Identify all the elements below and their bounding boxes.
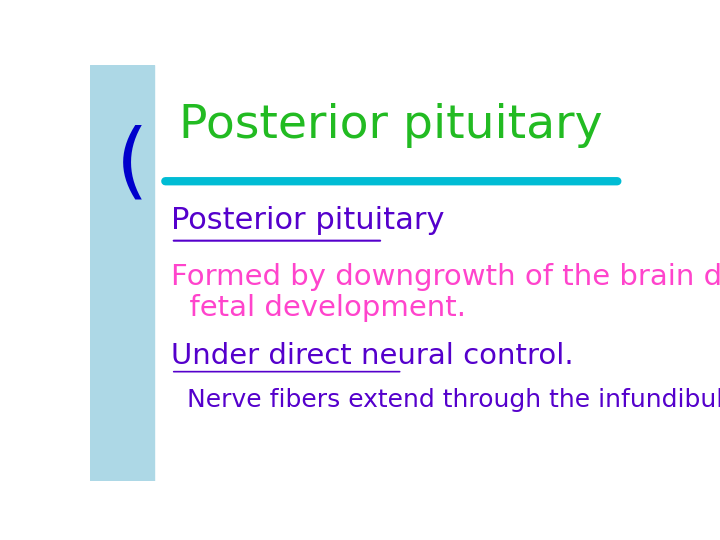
Bar <box>90 65 154 481</box>
Text: Nerve fibers extend through the infundibulum.: Nerve fibers extend through the infundib… <box>171 388 720 411</box>
Text: fetal development.: fetal development. <box>171 294 466 322</box>
Text: Posterior pituitary: Posterior pituitary <box>179 103 603 147</box>
Text: Formed by downgrowth of the brain during: Formed by downgrowth of the brain during <box>171 263 720 291</box>
Text: (: ( <box>116 124 148 205</box>
Text: Under direct neural control.: Under direct neural control. <box>171 342 574 370</box>
Text: Posterior pituitary: Posterior pituitary <box>171 206 444 235</box>
